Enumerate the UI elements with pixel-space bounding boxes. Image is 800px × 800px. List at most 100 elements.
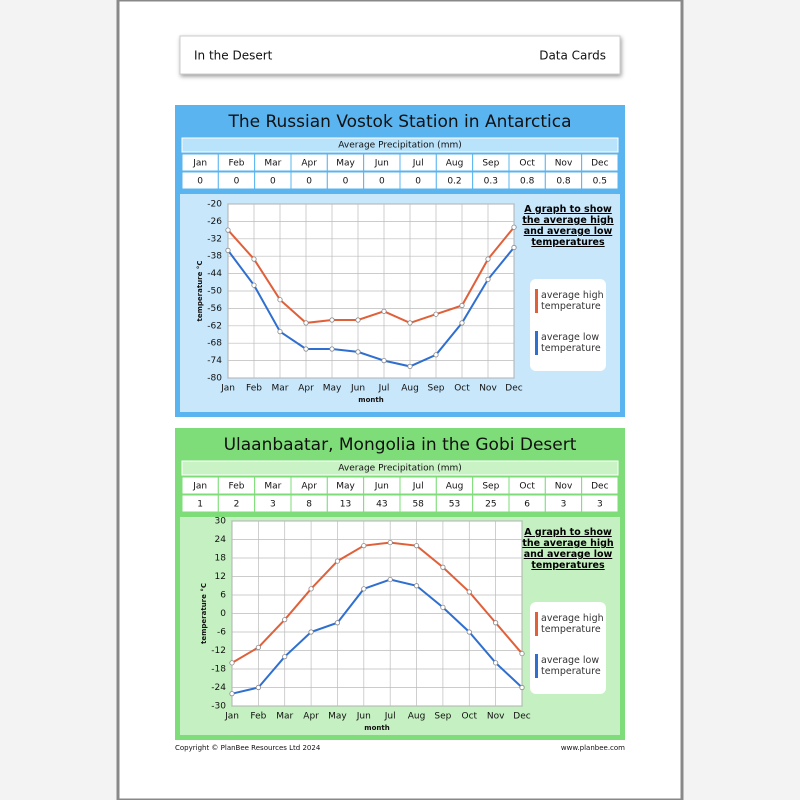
x-tick-label: Feb — [250, 712, 266, 722]
month-label: Mar — [264, 482, 281, 492]
precip-value: 1 — [197, 500, 203, 510]
point — [225, 247, 231, 253]
point — [251, 256, 257, 262]
point — [440, 564, 446, 570]
legend-swatch — [535, 331, 538, 355]
precip-value: 0.8 — [556, 177, 571, 187]
header-right: Data Cards — [539, 49, 606, 63]
x-axis-label: month — [364, 724, 389, 732]
y-tick-label: 30 — [215, 517, 227, 527]
y-axis-label: temperature °C — [196, 261, 204, 322]
month-label: Nov — [555, 482, 573, 492]
month-label: Dec — [591, 482, 608, 492]
month-label: Aug — [446, 159, 464, 169]
point — [361, 543, 367, 549]
precip-value: 0 — [379, 177, 385, 187]
point — [519, 650, 525, 657]
precip-value: 0.2 — [447, 177, 461, 187]
legend-box — [530, 279, 606, 371]
x-tick-label: Sep — [434, 712, 451, 722]
point — [361, 586, 367, 592]
point — [466, 589, 472, 595]
precip-value: 3 — [597, 500, 603, 510]
x-tick-label: Jan — [224, 712, 239, 722]
month-label: Jan — [192, 482, 207, 492]
precip-value: 0 — [343, 177, 349, 187]
month-label: Mar — [264, 159, 281, 169]
y-tick-label: -20 — [207, 200, 222, 210]
legend-label: average low temperature — [541, 332, 601, 354]
precip-value: 0 — [197, 177, 203, 187]
card-title: The Russian Vostok Station in Antarctica — [227, 112, 571, 132]
point — [381, 357, 387, 364]
x-tick-label: Sep — [428, 384, 445, 394]
month-cell — [581, 153, 619, 172]
point — [519, 684, 525, 691]
point — [225, 227, 231, 233]
month-label: Dec — [591, 159, 608, 169]
month-label: May — [336, 482, 355, 492]
y-tick-label: -56 — [207, 304, 222, 314]
precip-title: Average Precipitation (mm) — [338, 141, 462, 151]
legend-label: average low temperature — [541, 655, 601, 677]
point — [413, 543, 420, 549]
precip-title-cell — [181, 460, 619, 476]
month-label: Apr — [301, 482, 317, 492]
x-axis-label: month — [358, 396, 383, 404]
x-tick-label: Oct — [454, 384, 470, 394]
line — [231, 541, 523, 664]
month-label: Nov — [555, 159, 573, 169]
precip-value: 0.3 — [484, 177, 498, 187]
header-left: In the Desert — [194, 49, 273, 63]
point — [355, 349, 361, 355]
x-tick-label: May — [328, 712, 347, 722]
x-tick-label: Jul — [378, 384, 390, 394]
y-tick-label: -62 — [207, 321, 222, 331]
point — [433, 311, 439, 317]
precip-title-cell — [181, 137, 619, 153]
y-tick-label: -18 — [211, 665, 226, 675]
point — [387, 539, 393, 546]
precip-value: 58 — [412, 500, 424, 510]
point — [277, 328, 283, 335]
precip-value: 0.8 — [520, 177, 535, 187]
x-tick-label: Oct — [461, 712, 477, 722]
month-label: Oct — [519, 482, 535, 492]
y-tick-label: -44 — [207, 269, 222, 279]
x-tick-label: Jan — [220, 384, 235, 394]
point — [251, 282, 257, 288]
month-cell — [581, 476, 619, 495]
precip-value: 0 — [306, 177, 312, 187]
point — [511, 244, 517, 251]
point — [282, 617, 288, 623]
y-tick-label: -32 — [207, 234, 222, 244]
precip-value: 13 — [340, 500, 351, 510]
y-tick-label: -38 — [207, 252, 222, 262]
precip-value: 0.5 — [593, 177, 607, 187]
precip-cell — [581, 171, 619, 190]
point — [407, 363, 413, 369]
point — [485, 256, 491, 262]
x-tick-label: Feb — [246, 384, 262, 394]
month-label: Sep — [482, 159, 499, 169]
x-tick-label: Jun — [356, 712, 371, 722]
x-tick-label: Aug — [401, 384, 419, 394]
x-tick-label: Aug — [408, 712, 426, 722]
precip-value: 6 — [524, 500, 530, 510]
y-tick-label: 18 — [215, 554, 227, 564]
line — [231, 578, 523, 695]
x-tick-label: Dec — [513, 712, 530, 722]
point — [485, 276, 491, 282]
y-tick-label: -74 — [207, 356, 222, 366]
legend-swatch — [535, 654, 538, 678]
point — [355, 317, 361, 323]
x-tick-label: Apr — [298, 384, 314, 394]
line — [227, 246, 515, 368]
point — [277, 297, 283, 303]
point — [413, 583, 420, 589]
x-tick-label: Mar — [272, 384, 289, 394]
legend-label: average high temperature — [541, 613, 604, 635]
point — [308, 629, 314, 635]
y-tick-label: -50 — [207, 287, 222, 297]
